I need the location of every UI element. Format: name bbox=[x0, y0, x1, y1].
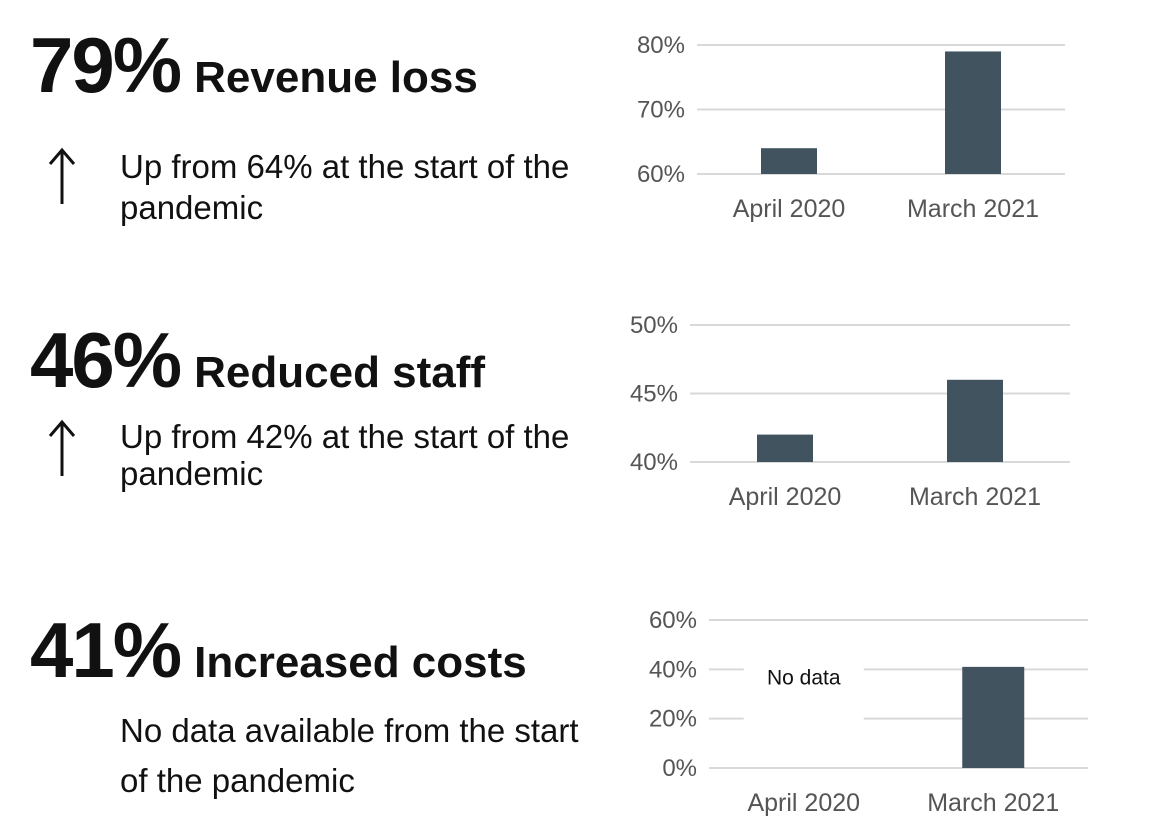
bar bbox=[757, 434, 813, 462]
bar bbox=[962, 666, 1025, 768]
bar bbox=[761, 148, 817, 174]
metric-label: Revenue loss bbox=[194, 53, 478, 102]
metric-label: Reduced staff bbox=[194, 348, 486, 397]
stat-value: 46% bbox=[30, 316, 182, 404]
y-tick-label: 80% bbox=[637, 32, 685, 59]
x-category-label: March 2021 bbox=[907, 195, 1039, 223]
y-tick-label: 60% bbox=[649, 607, 697, 634]
increased-costs-panel: 41% Increased costs No data available fro… bbox=[0, 580, 1151, 830]
headline: 41% Increased costs bbox=[30, 605, 527, 696]
y-tick-label: 45% bbox=[630, 381, 678, 408]
annotation-mask bbox=[743, 639, 864, 749]
x-category-label: April 2020 bbox=[733, 195, 846, 223]
metric-label: Increased costs bbox=[194, 638, 527, 687]
x-category-label: April 2020 bbox=[729, 483, 842, 511]
headline: 46% Reduced staff bbox=[30, 315, 485, 406]
y-tick-label: 70% bbox=[637, 97, 685, 124]
headline: 79% Revenue loss bbox=[30, 20, 478, 111]
x-category-label: April 2020 bbox=[747, 789, 860, 817]
y-tick-label: 50% bbox=[630, 312, 678, 339]
stat-value: 79% bbox=[30, 21, 182, 109]
x-category-label: March 2021 bbox=[909, 483, 1041, 511]
no-data-description: No data available from the start of the … bbox=[120, 712, 579, 799]
y-tick-label: 60% bbox=[637, 161, 685, 188]
x-category-label: March 2021 bbox=[927, 789, 1059, 817]
arrow-up-icon bbox=[48, 419, 76, 476]
y-tick-label: 20% bbox=[649, 706, 697, 733]
increased-costs-chart: 0% 20% 40% 60% April 2020 March 2021 No data bbox=[649, 607, 1088, 817]
reduced-staff-chart: 40% 45% 50% April 2020 March 2021 bbox=[630, 312, 1070, 511]
change-description: Up from 64% at the start of the pandemic bbox=[120, 148, 570, 226]
revenue-loss-chart: 60% 70% 80% April 2020 March 2021 bbox=[637, 32, 1065, 223]
bar bbox=[945, 51, 1001, 175]
stat-value: 41% bbox=[30, 606, 182, 694]
change-description: Up from 42% at the start of the pandemic bbox=[120, 418, 570, 492]
bar bbox=[947, 379, 1003, 462]
arrow-up-icon bbox=[48, 147, 76, 204]
y-tick-label: 40% bbox=[649, 656, 697, 683]
y-tick-label: 40% bbox=[630, 449, 678, 476]
reduced-staff-panel: 46% Reduced staff Up from 42% at the star… bbox=[0, 290, 1151, 550]
y-tick-label: 0% bbox=[662, 755, 697, 782]
revenue-loss-panel: 79% Revenue loss Up from 64% at the start… bbox=[0, 0, 1151, 260]
no-data-annotation: No data bbox=[767, 667, 841, 690]
